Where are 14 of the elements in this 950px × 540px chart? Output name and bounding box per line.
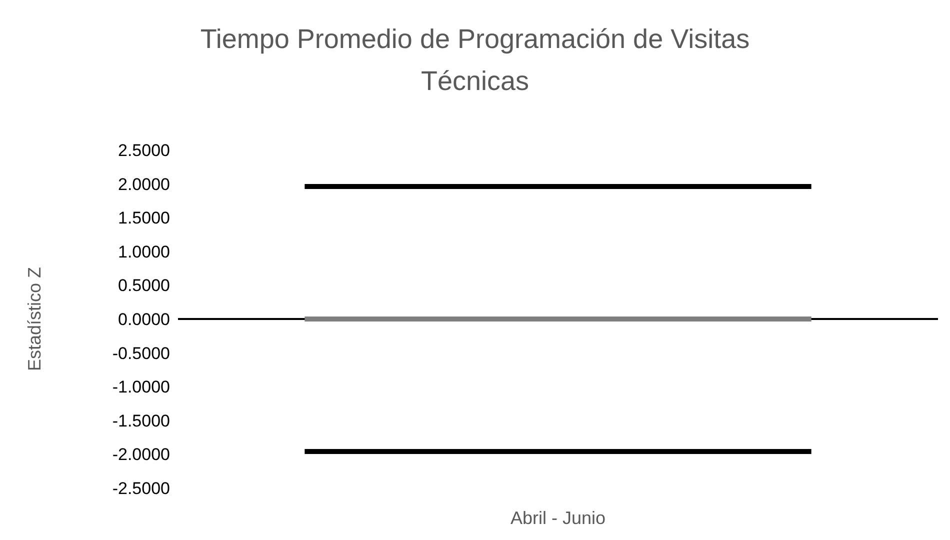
y-tick-label: -2.0000 — [112, 445, 170, 464]
y-tick-label: -0.5000 — [112, 344, 170, 363]
y-axis-title: Estadístico Z — [24, 266, 44, 372]
y-tick-label: 1.0000 — [118, 242, 170, 262]
y-tick-label: 0.0000 — [118, 310, 170, 330]
y-tick-label: 2.0000 — [118, 174, 170, 194]
y-tick-label: -1.5000 — [112, 411, 170, 430]
y-tick-label: -1.0000 — [112, 378, 170, 397]
x-axis-title: Abril - Junio — [510, 508, 606, 528]
y-tick-label: -2.5000 — [112, 479, 170, 498]
y-tick-label: 2.5000 — [118, 141, 170, 160]
y-tick-label: 0.5000 — [118, 276, 170, 296]
chart-title: Tiempo Promedio de Programación de Visitas Técnicas — [199, 23, 751, 98]
y-tick-label: 1.5000 — [118, 208, 170, 228]
